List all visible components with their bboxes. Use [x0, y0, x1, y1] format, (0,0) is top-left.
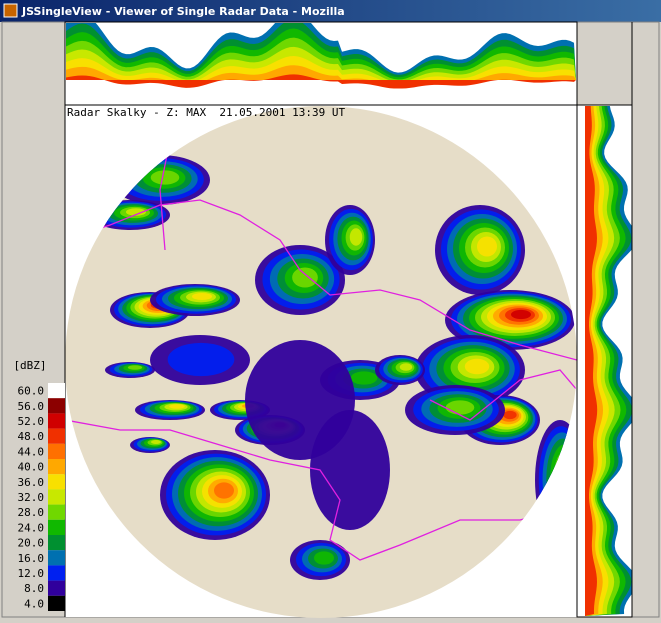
legend-swatch [48, 504, 65, 520]
echo-cell [167, 342, 235, 377]
legend-label: 8.0 [24, 582, 44, 595]
legend-label: 32.0 [18, 491, 45, 504]
legend-label: 52.0 [18, 415, 45, 428]
legend-swatch [48, 398, 65, 414]
legend-swatch [48, 535, 65, 551]
legend-label: 36.0 [18, 476, 45, 489]
legend-label: 56.0 [18, 400, 45, 413]
echo-cell [151, 440, 161, 444]
legend: 60.0 56.0 52.0 48.0 44.0 40.0 36.0 32.0 28.0 24.0… [18, 383, 65, 611]
title-bar[interactable] [0, 0, 661, 22]
profile-layer [66, 46, 576, 82]
legend-swatch [48, 565, 65, 581]
echo-cell [399, 363, 413, 371]
profile-layer [66, 74, 576, 89]
legend-swatch [48, 459, 65, 475]
legend-label: 60.0 [18, 385, 45, 398]
legend-swatch [48, 383, 65, 399]
legend-label: 40.0 [18, 461, 45, 474]
echo-cell [310, 410, 390, 530]
echo-cell [150, 170, 180, 185]
border-line [65, 419, 577, 561]
profile-layer [66, 56, 576, 85]
echo-cell [192, 292, 212, 301]
app-icon [3, 3, 18, 18]
legend-swatch [48, 580, 65, 596]
legend-swatch [48, 550, 65, 566]
legend-swatch [48, 519, 65, 535]
legend-label: 20.0 [18, 537, 45, 550]
top-profile [66, 23, 576, 89]
legend-label: 16.0 [18, 552, 45, 565]
echo-cell [169, 404, 185, 409]
legend-label: 48.0 [18, 430, 45, 443]
legend-label: 24.0 [18, 521, 45, 534]
echo-cell [127, 365, 143, 370]
echo-cell [464, 358, 490, 375]
legend-swatch [48, 474, 65, 490]
legend-label: 44.0 [18, 445, 45, 458]
legend-swatch [48, 489, 65, 505]
border-line [65, 199, 577, 361]
profile-layer [66, 37, 576, 80]
legend-swatch [48, 443, 65, 459]
legend-label: 4.0 [24, 597, 44, 610]
echo-cell [511, 309, 531, 320]
echo-cell [126, 208, 146, 216]
legend-label: 12.0 [18, 567, 45, 580]
border-line [429, 369, 577, 421]
legend-unit: [dBZ] [13, 359, 46, 372]
legend-swatch [48, 595, 65, 611]
legend-swatch [48, 413, 65, 429]
profile-layer [585, 106, 598, 616]
echo-cell [445, 400, 475, 415]
echo-cell [477, 236, 497, 257]
echo-cell [349, 228, 363, 246]
side-profile [585, 106, 632, 616]
legend-swatch [48, 428, 65, 444]
echo-cell [292, 267, 318, 288]
legend-label: 28.0 [18, 506, 45, 519]
radar-caption: Radar Skalky - Z: MAX 21.05.2001 13:39 U… [67, 106, 346, 119]
echo-cell [350, 371, 378, 385]
echo-cell [214, 482, 234, 499]
echo-cell [314, 551, 334, 565]
echo-cell [503, 410, 517, 420]
window-title: JSSingleView - Viewer of Single Radar Da… [21, 5, 345, 18]
